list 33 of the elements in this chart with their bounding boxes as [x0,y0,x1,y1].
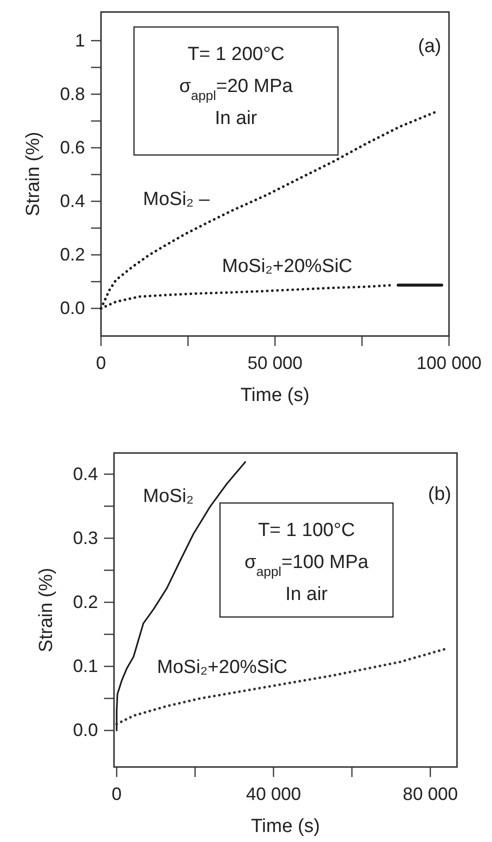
y-tick-label: 0.1 [72,656,98,676]
annotation: (a) [418,36,442,57]
x-tick-label: 40 000 [246,784,302,804]
annotation: In air [285,584,328,605]
x-tick-label: 50 000 [247,352,303,373]
y-tick-label: 0.4 [60,191,85,212]
y-tick-label: 0.2 [60,244,85,265]
annotation: In air [214,108,258,129]
annotation: T= 1 100°C [258,520,355,541]
series-label: MoSi₂ [143,486,194,507]
x-tick-label: 0 [96,352,106,373]
x-tick-label: 80 000 [402,784,458,804]
y-tick-label: 0.3 [72,528,98,548]
annotation: T= 1 200°C [188,44,284,65]
annotation: σ$_{appl}$=20 MPa [179,76,294,102]
x-axis-title: Time (s) [240,385,310,406]
x-tick-label: 100 000 [416,352,482,373]
y-tick-label: 1 [74,30,85,50]
y-tick-label: 0.8 [60,84,85,104]
series-label: MoSi₂+20%SiC [157,657,288,678]
y-axis-title: Strain (%) [23,132,44,216]
y-tick-label: 0.4 [72,464,98,484]
y-tick-label: 0.2 [72,592,98,612]
annotation: σ$_{appl}$=100 MPa [244,552,369,578]
series-label: MoSi₂ – [143,189,210,210]
y-tick-label: 0.0 [72,720,98,740]
y-tick-label: 0.6 [60,138,85,158]
x-axis-title: Time (s) [251,816,320,837]
series-label: MoSi₂+20%SiC [222,256,352,277]
x-tick-label: 0 [112,784,122,804]
y-tick-label: 0.0 [60,298,85,318]
annotation: (b) [428,484,452,505]
y-axis-title: Strain (%) [36,568,57,652]
